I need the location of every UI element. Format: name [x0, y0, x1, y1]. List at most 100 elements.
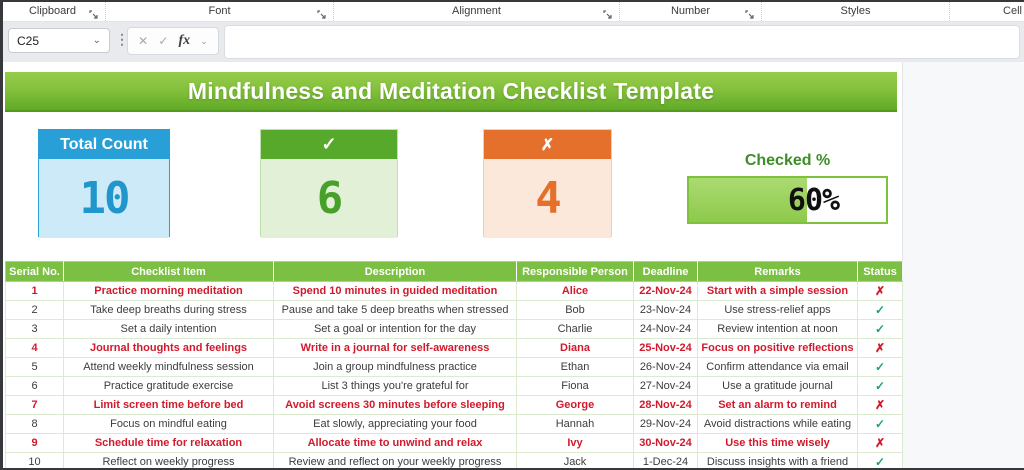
- cell-remarks[interactable]: Use stress-relief apps: [697, 300, 858, 320]
- header-serial[interactable]: Serial No.: [5, 261, 64, 282]
- cell-serial[interactable]: 10: [5, 452, 64, 470]
- cell-status[interactable]: ✓: [857, 452, 903, 470]
- cell-status[interactable]: ✓: [857, 319, 903, 339]
- checked-percent-label: Checked %: [744, 152, 831, 169]
- unchecked-count-value: 4: [535, 172, 561, 224]
- cell-deadline[interactable]: 26-Nov-24: [633, 357, 698, 377]
- cell-description[interactable]: Spend 10 minutes in guided meditation: [273, 281, 517, 301]
- table-row: 4 Journal thoughts and feelings Write in…: [5, 338, 903, 358]
- cell-description[interactable]: Pause and take 5 deep breaths when stres…: [273, 300, 517, 320]
- cell-serial[interactable]: 7: [5, 395, 64, 415]
- cell-description[interactable]: List 3 things you're grateful for: [273, 376, 517, 396]
- formula-input[interactable]: [224, 25, 1020, 59]
- cell-checklist-item[interactable]: Schedule time for relaxation: [63, 433, 274, 453]
- cell-remarks[interactable]: Set an alarm to remind: [697, 395, 858, 415]
- cell-checklist-item[interactable]: Journal thoughts and feelings: [63, 338, 274, 358]
- cell-description[interactable]: Review and reflect on your weekly progre…: [273, 452, 517, 470]
- cell-deadline[interactable]: 29-Nov-24: [633, 414, 698, 434]
- header-status[interactable]: Status: [857, 261, 903, 282]
- cell-responsible-person[interactable]: Ivy: [516, 433, 634, 453]
- cell-checklist-item[interactable]: Focus on mindful eating: [63, 414, 274, 434]
- chevron-down-icon[interactable]: ⌄: [92, 34, 101, 46]
- header-person[interactable]: Responsible Person: [516, 261, 634, 282]
- cell-remarks[interactable]: Use this time wisely: [697, 433, 858, 453]
- cell-status[interactable]: ✓: [857, 414, 903, 434]
- cell-checklist-item[interactable]: Set a daily intention: [63, 319, 274, 339]
- cell-remarks[interactable]: Review intention at noon: [697, 319, 858, 339]
- cell-description[interactable]: Allocate time to unwind and relax: [273, 433, 517, 453]
- checked-count-card: ✓ 6: [260, 129, 398, 238]
- cell-responsible-person[interactable]: Hannah: [516, 414, 634, 434]
- insert-function-icon[interactable]: fx: [178, 33, 191, 48]
- dialog-launcher-icon[interactable]: [89, 7, 99, 19]
- cell-deadline[interactable]: 28-Nov-24: [633, 395, 698, 415]
- progress-fill: [689, 178, 808, 222]
- cell-remarks[interactable]: Confirm attendance via email: [697, 357, 858, 377]
- header-deadline[interactable]: Deadline: [633, 261, 698, 282]
- cell-deadline[interactable]: 24-Nov-24: [633, 319, 698, 339]
- dialog-launcher-icon[interactable]: [745, 7, 755, 19]
- cell-checklist-item[interactable]: Practice morning meditation: [63, 281, 274, 301]
- cell-status[interactable]: ✗: [857, 395, 903, 415]
- enter-icon[interactable]: ✓: [158, 34, 169, 48]
- header-description[interactable]: Description: [273, 261, 517, 282]
- dialog-launcher-icon[interactable]: [603, 7, 613, 19]
- cell-status[interactable]: ✓: [857, 357, 903, 377]
- check-icon: ✓: [261, 130, 397, 159]
- cancel-icon[interactable]: ✕: [138, 34, 149, 48]
- cell-checklist-item[interactable]: Practice gratitude exercise: [63, 376, 274, 396]
- cell-description[interactable]: Join a group mindfulness practice: [273, 357, 517, 377]
- cell-remarks[interactable]: Use a gratitude journal: [697, 376, 858, 396]
- cell-responsible-person[interactable]: Ethan: [516, 357, 634, 377]
- cell-serial[interactable]: 1: [5, 281, 64, 301]
- cell-responsible-person[interactable]: Diana: [516, 338, 634, 358]
- table-row: 7 Limit screen time before bed Avoid scr…: [5, 395, 903, 415]
- ribbon-group-styles: Styles: [762, 0, 950, 21]
- cell-remarks[interactable]: Avoid distractions while eating: [697, 414, 858, 434]
- cell-serial[interactable]: 8: [5, 414, 64, 434]
- cell-description[interactable]: Set a goal or intention for the day: [273, 319, 517, 339]
- cell-responsible-person[interactable]: Bob: [516, 300, 634, 320]
- formula-bar-row: C25 ⌄ ⋮ ✕ ✓ fx ⌄: [0, 22, 1024, 62]
- cell-remarks[interactable]: Discuss insights with a friend: [697, 452, 858, 470]
- header-item[interactable]: Checklist Item: [63, 261, 274, 282]
- cell-deadline[interactable]: 1-Dec-24: [633, 452, 698, 470]
- cell-serial[interactable]: 3: [5, 319, 64, 339]
- cell-description[interactable]: Eat slowly, appreciating your food: [273, 414, 517, 434]
- cell-status[interactable]: ✗: [857, 281, 903, 301]
- cell-serial[interactable]: 4: [5, 338, 64, 358]
- cell-checklist-item[interactable]: Take deep breaths during stress: [63, 300, 274, 320]
- cell-remarks[interactable]: Start with a simple session: [697, 281, 858, 301]
- cell-responsible-person[interactable]: Charlie: [516, 319, 634, 339]
- cell-deadline[interactable]: 27-Nov-24: [633, 376, 698, 396]
- header-remarks[interactable]: Remarks: [697, 261, 858, 282]
- cell-serial[interactable]: 6: [5, 376, 64, 396]
- cell-checklist-item[interactable]: Limit screen time before bed: [63, 395, 274, 415]
- cell-description[interactable]: Write in a journal for self-awareness: [273, 338, 517, 358]
- cell-status[interactable]: ✗: [857, 433, 903, 453]
- cell-checklist-item[interactable]: Attend weekly mindfulness session: [63, 357, 274, 377]
- cell-deadline[interactable]: 30-Nov-24: [633, 433, 698, 453]
- cell-deadline[interactable]: 25-Nov-24: [633, 338, 698, 358]
- ribbon-group-clipboard: Clipboard: [0, 0, 106, 21]
- ribbon-group-label: Styles: [840, 4, 871, 17]
- table-row: 10 Reflect on weekly progress Review and…: [5, 452, 903, 470]
- dialog-launcher-icon[interactable]: [317, 7, 327, 19]
- cell-responsible-person[interactable]: Fiona: [516, 376, 634, 396]
- cell-description[interactable]: Avoid screens 30 minutes before sleeping: [273, 395, 517, 415]
- cell-responsible-person[interactable]: George: [516, 395, 634, 415]
- cell-serial[interactable]: 2: [5, 300, 64, 320]
- cell-serial[interactable]: 5: [5, 357, 64, 377]
- cell-deadline[interactable]: 23-Nov-24: [633, 300, 698, 320]
- cell-responsible-person[interactable]: Jack: [516, 452, 634, 470]
- cell-remarks[interactable]: Focus on positive reflections: [697, 338, 858, 358]
- chevron-down-icon[interactable]: ⌄: [200, 35, 208, 46]
- cell-name-box[interactable]: C25 ⌄: [8, 28, 110, 53]
- cell-status[interactable]: ✓: [857, 376, 903, 396]
- cell-responsible-person[interactable]: Alice: [516, 281, 634, 301]
- cell-checklist-item[interactable]: Reflect on weekly progress: [63, 452, 274, 470]
- cell-serial[interactable]: 9: [5, 433, 64, 453]
- cell-status[interactable]: ✓: [857, 300, 903, 320]
- cell-deadline[interactable]: 22-Nov-24: [633, 281, 698, 301]
- cell-status[interactable]: ✗: [857, 338, 903, 358]
